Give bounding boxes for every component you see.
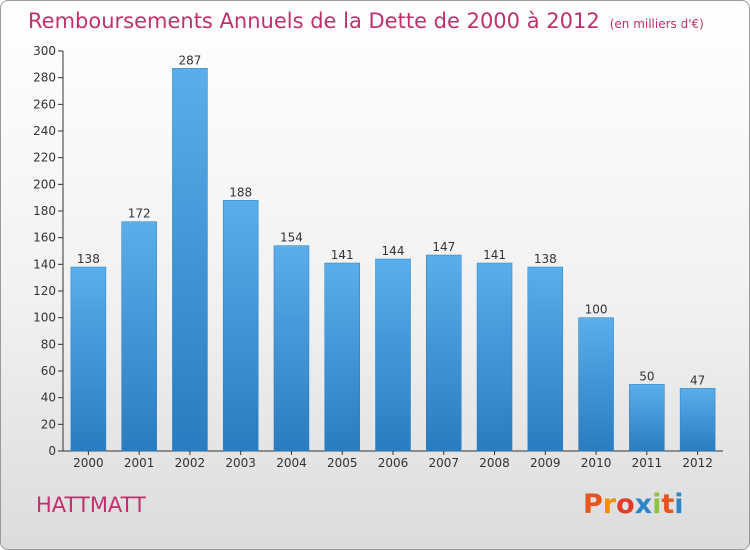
y-tick-label: 140 xyxy=(33,257,56,271)
bar xyxy=(172,68,208,452)
commune-name: HATTMATT xyxy=(36,493,146,517)
bar xyxy=(324,262,360,452)
bar xyxy=(222,200,259,452)
x-tick-label: 2009 xyxy=(530,456,561,470)
logo-letter: P xyxy=(583,489,603,520)
logo-letter: i xyxy=(674,489,684,520)
bar-value-label: 188 xyxy=(229,185,252,199)
bar xyxy=(527,266,564,452)
chart-title: Remboursements Annuels de la Dette de 20… xyxy=(28,9,600,33)
y-tick-label: 180 xyxy=(33,204,56,218)
bar-value-label: 100 xyxy=(585,303,608,317)
x-tick-label: 2000 xyxy=(73,456,104,470)
bar-value-label: 50 xyxy=(639,369,654,383)
x-tick-label: 2004 xyxy=(276,456,307,470)
y-tick-label: 260 xyxy=(33,97,56,111)
bar xyxy=(426,254,462,452)
x-tick-label: 2001 xyxy=(124,456,155,470)
y-tick-label: 200 xyxy=(33,177,56,191)
logo-letter: i xyxy=(652,489,662,520)
y-tick-label: 60 xyxy=(41,364,56,378)
logo-letter: o xyxy=(616,489,635,520)
bar xyxy=(679,388,716,452)
x-tick-label: 2003 xyxy=(225,456,256,470)
y-tick-label: 220 xyxy=(33,151,56,165)
x-tick-label: 2006 xyxy=(378,456,409,470)
bar xyxy=(629,384,665,452)
chart-subtitle: (en milliers d'€) xyxy=(609,17,704,31)
logo-letter: r xyxy=(602,489,617,520)
chart-title-row: Remboursements Annuels de la Dette de 20… xyxy=(28,9,704,33)
bar xyxy=(121,221,157,452)
bar xyxy=(476,262,513,452)
x-tick-label: 2007 xyxy=(428,456,459,470)
y-tick-label: 240 xyxy=(33,124,56,138)
bar-value-label: 154 xyxy=(280,231,303,245)
y-tick-label: 100 xyxy=(33,311,56,325)
bar xyxy=(70,266,107,452)
bar-value-label: 138 xyxy=(77,252,100,266)
y-tick-label: 80 xyxy=(41,337,56,351)
x-tick-label: 2010 xyxy=(581,456,612,470)
y-tick-label: 160 xyxy=(33,231,56,245)
bar-value-label: 144 xyxy=(382,244,405,258)
x-tick-label: 2011 xyxy=(632,456,663,470)
x-tick-label: 2008 xyxy=(479,456,510,470)
x-tick-label: 2005 xyxy=(327,456,358,470)
y-tick-label: 300 xyxy=(33,44,56,58)
x-tick-label: 2002 xyxy=(175,456,206,470)
y-tick-label: 0 xyxy=(48,444,56,458)
y-tick-label: 40 xyxy=(41,391,56,405)
logo-letter: t xyxy=(661,489,675,520)
bar-value-label: 141 xyxy=(331,248,354,262)
bar xyxy=(578,317,614,452)
bar xyxy=(375,258,411,452)
logo-letter: x xyxy=(634,489,653,520)
bar-value-label: 138 xyxy=(534,252,557,266)
bar-value-label: 147 xyxy=(432,240,455,254)
y-tick-label: 20 xyxy=(41,417,56,431)
proxiti-logo: Proxiti xyxy=(583,489,684,520)
y-tick-label: 280 xyxy=(33,71,56,85)
bar-value-label: 172 xyxy=(128,207,151,221)
bar xyxy=(273,245,310,452)
bar-value-label: 47 xyxy=(690,373,705,387)
y-tick-label: 120 xyxy=(33,284,56,298)
x-tick-label: 2012 xyxy=(682,456,713,470)
bar-value-label: 141 xyxy=(483,248,506,262)
bar-value-label: 287 xyxy=(178,53,201,67)
